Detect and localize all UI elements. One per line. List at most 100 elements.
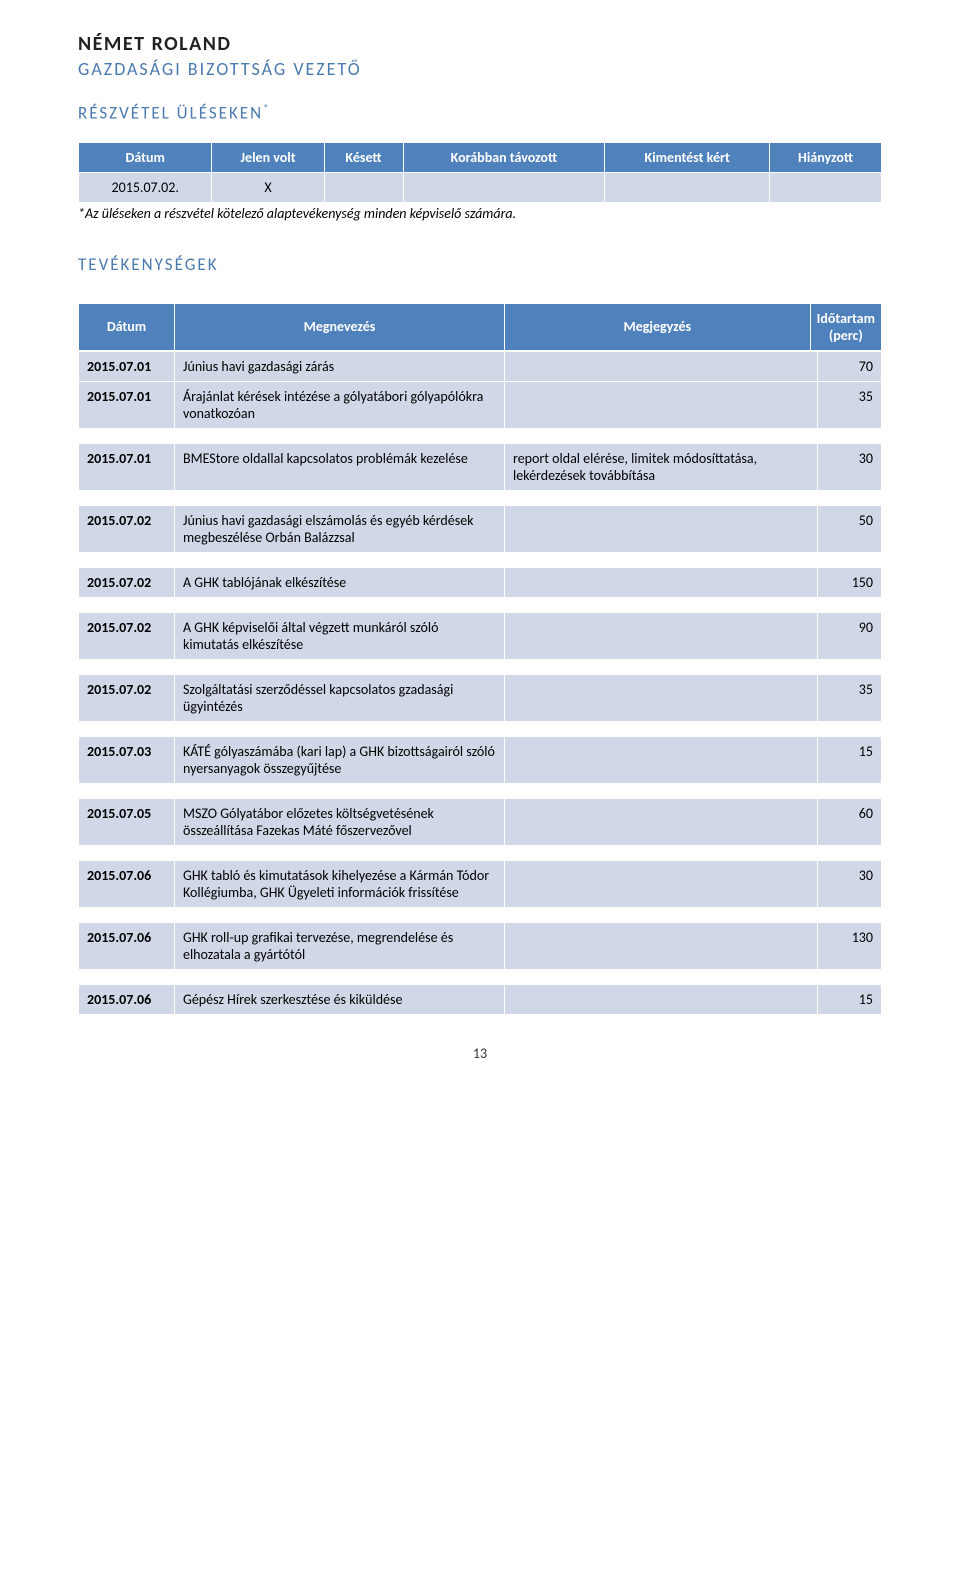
activity-cell-date: 2015.07.02 [79, 612, 175, 659]
attendance-col-present: Jelen volt [212, 142, 324, 172]
attendance-cell-left [403, 172, 605, 202]
activity-cell-name: Árajánlat kérések intézése a gólyatábori… [175, 381, 505, 428]
activity-cell-note [505, 736, 818, 783]
activity-block: 2015.07.01BMEStore oldallal kapcsolatos … [78, 443, 882, 491]
activity-cell-date: 2015.07.06 [79, 984, 175, 1014]
attendance-cell-present: X [212, 172, 324, 202]
activity-cell-duration: 15 [818, 984, 882, 1014]
attendance-cell-date: 2015.07.02. [79, 172, 212, 202]
activity-cell-date: 2015.07.06 [79, 860, 175, 907]
activity-cell-note [505, 860, 818, 907]
attendance-row: 2015.07.02. X [79, 172, 882, 202]
activity-cell-name: BMEStore oldallal kapcsolatos problémák … [175, 443, 505, 490]
activity-cell-duration: 30 [818, 443, 882, 490]
activity-row: 2015.07.06GHK tabló és kimutatások kihel… [79, 860, 882, 907]
activity-cell-duration: 35 [818, 674, 882, 721]
activity-cell-name: Szolgáltatási szerződéssel kapcsolatos g… [175, 674, 505, 721]
activity-cell-date: 2015.07.03 [79, 736, 175, 783]
activity-cell-note [505, 567, 818, 597]
activity-cell-name: Június havi gazdasági zárás [175, 351, 505, 381]
activity-cell-date: 2015.07.02 [79, 505, 175, 552]
activities-col-date: Dátum [79, 303, 175, 350]
activities-col-note: Megjegyzés [505, 303, 811, 350]
activity-block: 2015.07.06GHK roll-up grafikai tervezése… [78, 922, 882, 970]
activity-cell-note [505, 674, 818, 721]
attendance-title-text: RÉSZVÉTEL ÜLÉSEKEN [78, 103, 263, 124]
attendance-asterisk: * [263, 102, 270, 115]
attendance-col-absent: Hiányzott [770, 142, 882, 172]
activity-cell-note [505, 351, 818, 381]
activity-cell-duration: 70 [818, 351, 882, 381]
activity-cell-date: 2015.07.02 [79, 674, 175, 721]
activity-cell-note [505, 505, 818, 552]
activity-cell-duration: 15 [818, 736, 882, 783]
activity-cell-date: 2015.07.01 [79, 351, 175, 381]
activity-cell-date: 2015.07.01 [79, 381, 175, 428]
activity-cell-date: 2015.07.06 [79, 922, 175, 969]
activity-block: 2015.07.05MSZO Gólyatábor előzetes költs… [78, 798, 882, 846]
person-name: NÉMET ROLAND [78, 32, 882, 56]
activity-cell-duration: 90 [818, 612, 882, 659]
attendance-cell-absent [770, 172, 882, 202]
activity-cell-duration: 60 [818, 798, 882, 845]
activity-block: 2015.07.02A GHK tablójának elkészítése 15… [78, 567, 882, 598]
page-number: 13 [78, 1045, 882, 1062]
activity-cell-name: Gépész Hírek szerkesztése és kiküldése [175, 984, 505, 1014]
activity-block: 2015.07.06GHK tabló és kimutatások kihel… [78, 860, 882, 908]
attendance-col-date: Dátum [79, 142, 212, 172]
activity-blocks-container: 2015.07.01Június havi gazdasági zárás702… [78, 351, 882, 1015]
attendance-cell-excused [605, 172, 770, 202]
section-heading-attendance: RÉSZVÉTEL ÜLÉSEKEN* [78, 102, 882, 124]
activity-block: 2015.07.01Június havi gazdasági zárás702… [78, 351, 882, 429]
activity-row: 2015.07.02Június havi gazdasági elszámol… [79, 505, 882, 552]
activity-cell-name: A GHK képviselői által végzett munkáról … [175, 612, 505, 659]
section-heading-activities: TEVÉKENYSÉGEK [78, 254, 882, 275]
activity-row: 2015.07.06Gépész Hírek szerkesztése és k… [79, 984, 882, 1014]
activity-row: 2015.07.01Június havi gazdasági zárás 70 [79, 351, 882, 381]
activities-col-name: Megnevezés [175, 303, 505, 350]
person-role: GAZDASÁGI BIZOTTSÁG VEZETŐ [78, 58, 882, 80]
activity-cell-duration: 30 [818, 860, 882, 907]
activity-row: 2015.07.05MSZO Gólyatábor előzetes költs… [79, 798, 882, 845]
activity-row: 2015.07.02Szolgáltatási szerződéssel kap… [79, 674, 882, 721]
activity-cell-name: GHK roll-up grafikai tervezése, megrende… [175, 922, 505, 969]
activity-cell-date: 2015.07.01 [79, 443, 175, 490]
attendance-col-left: Korábban távozott [403, 142, 605, 172]
activity-cell-duration: 35 [818, 381, 882, 428]
activity-cell-note [505, 381, 818, 428]
activity-block: 2015.07.06Gépész Hírek szerkesztése és k… [78, 984, 882, 1015]
activity-row: 2015.07.02A GHK tablójának elkészítése 15… [79, 567, 882, 597]
activity-cell-date: 2015.07.02 [79, 567, 175, 597]
activity-cell-name: MSZO Gólyatábor előzetes költségvetéséne… [175, 798, 505, 845]
activities-col-dur: Időtartam (perc) [810, 303, 881, 350]
activities-header-table: Dátum Megnevezés Megjegyzés Időtartam (p… [78, 303, 882, 351]
activity-cell-duration: 150 [818, 567, 882, 597]
activity-cell-name: GHK tabló és kimutatások kihelyezése a K… [175, 860, 505, 907]
activity-block: 2015.07.02Június havi gazdasági elszámol… [78, 505, 882, 553]
activity-row: 2015.07.01BMEStore oldallal kapcsolatos … [79, 443, 882, 490]
attendance-header-row: Dátum Jelen volt Késett Korábban távozot… [79, 142, 882, 172]
activity-cell-name: Június havi gazdasági elszámolás és egyé… [175, 505, 505, 552]
attendance-cell-late [324, 172, 403, 202]
activities-header-row: Dátum Megnevezés Megjegyzés Időtartam (p… [79, 303, 882, 350]
activity-cell-note [505, 922, 818, 969]
activity-cell-name: A GHK tablójának elkészítése [175, 567, 505, 597]
activity-cell-duration: 130 [818, 922, 882, 969]
activity-row: 2015.07.03KÁTÉ gólyaszámába (kari lap) a… [79, 736, 882, 783]
activity-cell-note [505, 984, 818, 1014]
activity-block: 2015.07.02A GHK képviselői által végzett… [78, 612, 882, 660]
activity-cell-date: 2015.07.05 [79, 798, 175, 845]
attendance-table: Dátum Jelen volt Késett Korábban távozot… [78, 142, 882, 203]
attendance-footnote: *Az üléseken a részvétel kötelező alapte… [78, 205, 882, 222]
activity-row: 2015.07.06GHK roll-up grafikai tervezése… [79, 922, 882, 969]
activity-row: 2015.07.01Árajánlat kérések intézése a g… [79, 381, 882, 428]
attendance-col-excused: Kimentést kért [605, 142, 770, 172]
activity-cell-note [505, 612, 818, 659]
activity-cell-duration: 50 [818, 505, 882, 552]
activity-block: 2015.07.03KÁTÉ gólyaszámába (kari lap) a… [78, 736, 882, 784]
activity-row: 2015.07.02A GHK képviselői által végzett… [79, 612, 882, 659]
activity-cell-name: KÁTÉ gólyaszámába (kari lap) a GHK bizot… [175, 736, 505, 783]
attendance-col-late: Késett [324, 142, 403, 172]
activity-cell-note [505, 798, 818, 845]
activity-block: 2015.07.02Szolgáltatási szerződéssel kap… [78, 674, 882, 722]
